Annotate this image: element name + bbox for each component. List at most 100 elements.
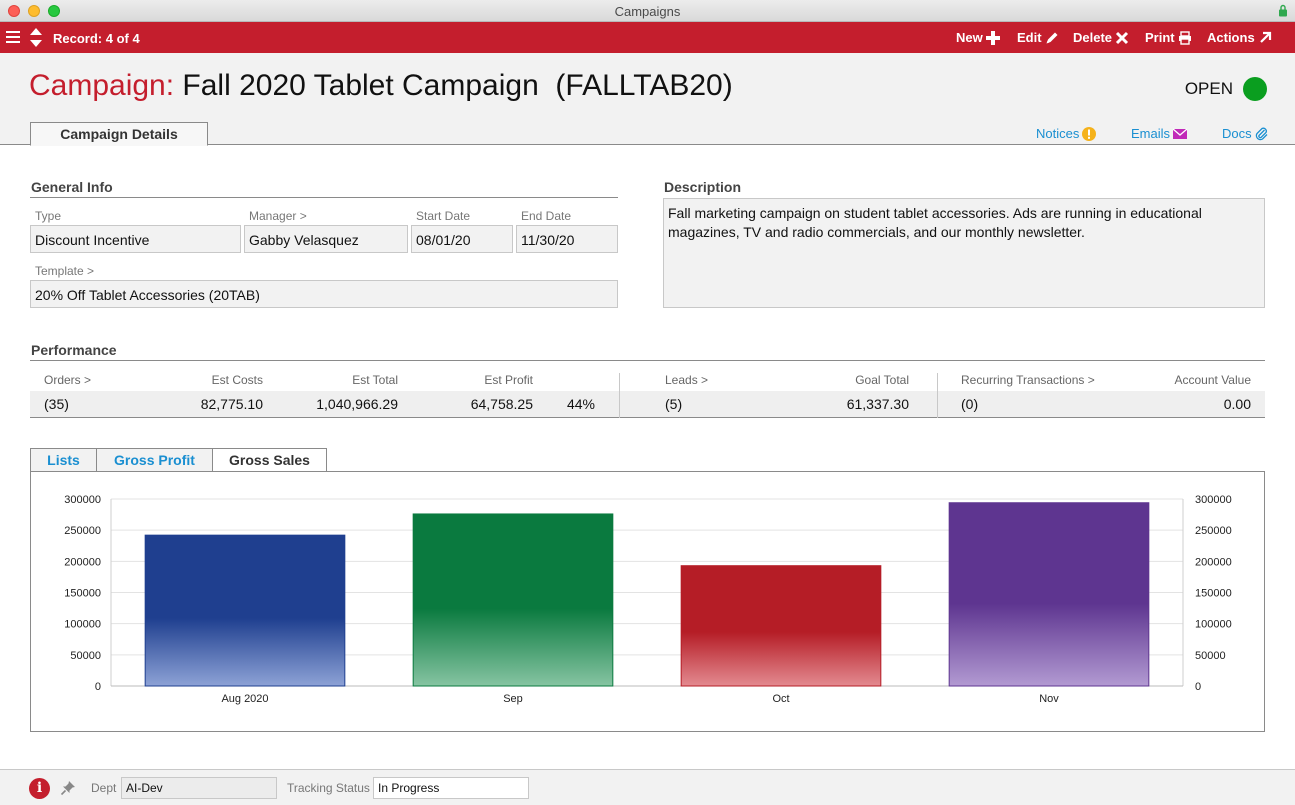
start-date-field[interactable]: 08/01/20 bbox=[411, 225, 513, 253]
template-link[interactable]: Template > bbox=[35, 264, 95, 278]
status-indicator: OPEN bbox=[1185, 77, 1267, 101]
leads-link[interactable]: Leads > bbox=[665, 373, 709, 387]
pin-icon[interactable] bbox=[60, 780, 76, 796]
status-label: OPEN bbox=[1184, 79, 1233, 98]
dept-field[interactable]: AI-Dev bbox=[121, 777, 277, 799]
tab-lists[interactable]: Lists bbox=[30, 448, 97, 472]
envelope-icon bbox=[1173, 128, 1188, 139]
y-tick-label-left: 250000 bbox=[64, 525, 101, 537]
paperclip-icon bbox=[1255, 127, 1268, 140]
manager-link[interactable]: Manager > bbox=[249, 209, 307, 223]
y-tick-label-left: 150000 bbox=[64, 588, 101, 600]
goal-total-value: 61,337.30 bbox=[846, 396, 909, 412]
emails-link[interactable]: Emails bbox=[1131, 126, 1188, 141]
y-tick-label-right: 300000 bbox=[1195, 494, 1232, 506]
status-bar: i Dept AI-Dev Tracking Status In Progres… bbox=[0, 769, 1295, 805]
bar-top-3 bbox=[949, 502, 1149, 506]
record-counter: Record: 4 of 4 bbox=[53, 31, 140, 46]
x-tick-label: Aug 2020 bbox=[221, 693, 268, 705]
end-date-field[interactable]: 11/30/20 bbox=[516, 225, 618, 253]
tab-campaign-details[interactable]: Campaign Details bbox=[30, 122, 208, 146]
edit-button-label: Edit bbox=[1017, 30, 1042, 45]
y-tick-label-left: 50000 bbox=[70, 650, 101, 662]
print-button[interactable]: Print bbox=[1145, 30, 1192, 45]
orders-value[interactable]: (35) bbox=[44, 396, 69, 412]
recurring-transactions-link[interactable]: Recurring Transactions > bbox=[961, 373, 1095, 387]
page-title: Campaign: Fall 2020 Tablet Campaign (FAL… bbox=[29, 69, 733, 103]
lock-icon bbox=[1279, 4, 1287, 17]
new-button[interactable]: New bbox=[956, 30, 1000, 45]
new-button-label: New bbox=[956, 30, 983, 45]
template-field[interactable]: 20% Off Tablet Accessories (20TAB) bbox=[30, 280, 618, 308]
start-date-label: Start Date bbox=[416, 209, 471, 223]
gross-sales-chart-panel: 0 0 50000 50000 100000 100000 150000 150000 2000… bbox=[30, 471, 1265, 732]
minimize-window-button[interactable] bbox=[28, 5, 40, 17]
x-icon bbox=[1115, 31, 1129, 44]
delete-button-label: Delete bbox=[1073, 30, 1113, 45]
recurring-transactions-value[interactable]: (0) bbox=[961, 396, 979, 412]
type-field[interactable]: Discount Incentive bbox=[30, 225, 241, 253]
est-profit-label: Est Profit bbox=[484, 373, 533, 387]
x-tick-label: Nov bbox=[1039, 693, 1059, 705]
close-window-button[interactable] bbox=[8, 5, 20, 17]
tracking-status-field[interactable]: In Progress bbox=[373, 777, 529, 799]
printer-icon bbox=[1178, 30, 1191, 45]
account-value-label: Account Value bbox=[1174, 373, 1252, 387]
record-header: Campaign: Fall 2020 Tablet Campaign (FAL… bbox=[0, 53, 1295, 146]
actions-button[interactable]: Actions bbox=[1207, 30, 1272, 45]
leads-value[interactable]: (5) bbox=[665, 396, 683, 412]
record-toolbar: Record: 4 of 4 New Edit Delete Print Act… bbox=[0, 22, 1295, 53]
delete-button[interactable]: Delete bbox=[1073, 30, 1129, 45]
y-tick-label-right: 100000 bbox=[1195, 619, 1232, 631]
status-dot-icon bbox=[1243, 77, 1267, 101]
x-tick-label: Oct bbox=[772, 693, 789, 705]
bar-top-0 bbox=[145, 535, 345, 539]
bar-2 bbox=[680, 565, 882, 687]
window-title-bar: Campaigns bbox=[0, 0, 1295, 22]
plus-icon bbox=[985, 30, 1000, 45]
actions-button-label: Actions bbox=[1207, 30, 1255, 45]
notices-link[interactable]: Notices bbox=[1036, 126, 1097, 141]
goal-total-label: Goal Total bbox=[855, 373, 909, 387]
pencil-icon bbox=[1046, 32, 1058, 43]
orders-link[interactable]: Orders > bbox=[44, 373, 92, 387]
arrow-out-icon bbox=[1259, 31, 1271, 43]
y-tick-label-left: 0 bbox=[95, 681, 101, 693]
description-title: Description bbox=[664, 179, 742, 195]
bar-top-1 bbox=[413, 513, 613, 517]
docs-link[interactable]: Docs bbox=[1222, 126, 1269, 141]
y-tick-label-right: 150000 bbox=[1195, 588, 1232, 600]
notices-label: Notices bbox=[1036, 126, 1080, 141]
y-tick-label-left: 100000 bbox=[64, 619, 101, 631]
y-tick-label-right: 250000 bbox=[1195, 525, 1232, 537]
edit-button[interactable]: Edit bbox=[1017, 30, 1059, 45]
account-value: 0.00 bbox=[1223, 396, 1251, 412]
zoom-window-button[interactable] bbox=[48, 5, 60, 17]
dept-label: Dept bbox=[91, 781, 117, 795]
docs-label: Docs bbox=[1222, 126, 1252, 141]
tab-gross-profit[interactable]: Gross Profit bbox=[96, 448, 213, 472]
record-navigation-icon[interactable] bbox=[28, 27, 44, 48]
tab-gross-sales[interactable]: Gross Sales bbox=[212, 448, 327, 472]
warning-icon bbox=[1082, 126, 1097, 141]
performance-separator bbox=[619, 373, 620, 418]
emails-label: Emails bbox=[1131, 126, 1171, 141]
type-label: Type bbox=[35, 209, 62, 223]
description-field[interactable]: Fall marketing campaign on student table… bbox=[663, 198, 1265, 308]
y-tick-label-left: 200000 bbox=[64, 556, 101, 568]
bar-3 bbox=[948, 502, 1150, 687]
record-type-label: Campaign: bbox=[29, 69, 175, 102]
y-tick-label-right: 50000 bbox=[1195, 650, 1226, 662]
est-total-label: Est Total bbox=[352, 373, 398, 387]
est-costs-label: Est Costs bbox=[211, 373, 263, 387]
est-profit-value: 64,758.25 bbox=[470, 396, 533, 412]
est-total-value: 1,040,966.29 bbox=[316, 396, 398, 412]
gross-sales-chart: 0 0 50000 50000 100000 100000 150000 150000 2000… bbox=[64, 494, 1232, 705]
general-info-title: General Info bbox=[31, 179, 113, 195]
manager-field[interactable]: Gabby Velasquez bbox=[244, 225, 408, 253]
hamburger-menu-icon[interactable] bbox=[6, 30, 20, 44]
performance-divider bbox=[30, 360, 1265, 361]
bar-0 bbox=[144, 534, 346, 687]
info-icon[interactable]: i bbox=[29, 778, 50, 799]
performance-title: Performance bbox=[31, 342, 117, 358]
